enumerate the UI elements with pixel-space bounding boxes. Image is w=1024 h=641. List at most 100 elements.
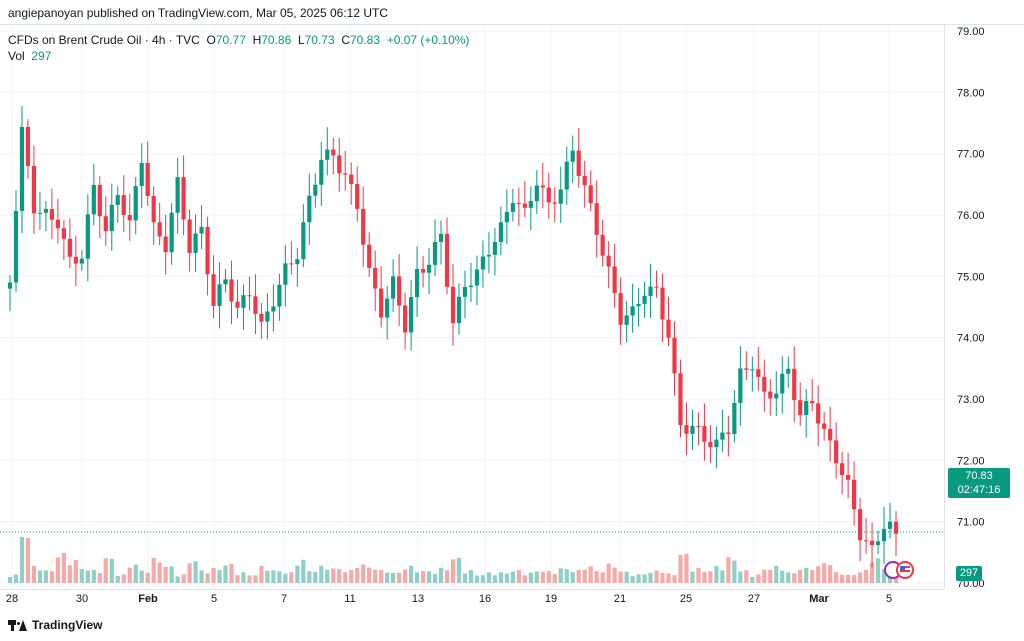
volume-bar bbox=[259, 565, 264, 583]
candle-body bbox=[277, 284, 282, 307]
volume-bar bbox=[307, 571, 312, 583]
volume-bar bbox=[792, 573, 797, 583]
candle-body bbox=[486, 254, 492, 257]
volume-bar bbox=[235, 575, 240, 583]
candle-body bbox=[756, 369, 761, 377]
candle-body bbox=[432, 241, 438, 265]
volume-bar bbox=[265, 570, 270, 583]
volume-bar bbox=[43, 570, 49, 583]
volume-bar bbox=[846, 574, 851, 583]
candle-body bbox=[738, 368, 743, 403]
candle-body bbox=[588, 185, 593, 204]
event-markers[interactable] bbox=[882, 561, 918, 581]
volume-bar bbox=[648, 572, 653, 583]
candle-body bbox=[55, 219, 60, 229]
volume-bar bbox=[510, 571, 515, 583]
volume-bar bbox=[426, 571, 432, 583]
candle-body bbox=[115, 195, 120, 205]
volume-bar bbox=[151, 557, 156, 583]
candle-body bbox=[594, 203, 599, 235]
time-tick-label: 30 bbox=[76, 593, 88, 605]
candle-body bbox=[408, 297, 414, 333]
candle-body bbox=[349, 174, 354, 185]
candle-body bbox=[420, 268, 426, 273]
candle-body bbox=[468, 285, 474, 287]
candle-body bbox=[379, 288, 384, 318]
candle-body bbox=[43, 208, 49, 213]
candle-body bbox=[774, 393, 779, 399]
volume-bar bbox=[672, 575, 677, 583]
volume-bar bbox=[414, 572, 420, 583]
candle-body bbox=[331, 149, 336, 156]
candle-body bbox=[67, 238, 72, 257]
price-tick-label: 72.00 bbox=[957, 455, 985, 467]
volume-bar bbox=[133, 564, 138, 583]
candle-body bbox=[696, 425, 701, 427]
symbol-name[interactable]: CFDs on Brent Crude Oil · 4h · TVC bbox=[8, 33, 200, 47]
volume-bar bbox=[840, 574, 845, 583]
volume-bar bbox=[750, 576, 755, 583]
volume-bar bbox=[660, 572, 665, 583]
time-tick-label: Mar bbox=[809, 593, 829, 605]
volume-bar bbox=[403, 569, 408, 583]
candle-body bbox=[702, 426, 707, 442]
volume-bar bbox=[247, 575, 252, 583]
volume-bar bbox=[229, 563, 234, 583]
time-tick-label: 13 bbox=[412, 593, 424, 605]
volume-bar bbox=[31, 565, 37, 583]
candle-body bbox=[851, 479, 857, 510]
volume-bar bbox=[408, 565, 414, 583]
brand-name: TradingView bbox=[32, 618, 103, 632]
price-tick-label: 73.00 bbox=[957, 394, 985, 406]
volume-bar bbox=[438, 567, 444, 583]
volume-bar bbox=[145, 572, 150, 583]
candle-body bbox=[438, 233, 444, 242]
price-tick-label: 77.00 bbox=[957, 149, 985, 161]
candle-body bbox=[654, 286, 659, 288]
volume-bar bbox=[552, 574, 557, 583]
volume-bar bbox=[444, 570, 450, 583]
candle-body bbox=[474, 269, 480, 286]
volume-bar bbox=[863, 570, 869, 583]
volume-bar bbox=[714, 566, 719, 583]
candle-body bbox=[528, 201, 533, 208]
candle-body bbox=[558, 189, 563, 204]
volume-bar bbox=[277, 571, 282, 583]
volume-bar bbox=[816, 566, 821, 583]
candle-body bbox=[313, 184, 318, 196]
volume-bar bbox=[25, 538, 31, 583]
candle-body bbox=[217, 284, 222, 306]
volume-bar bbox=[480, 575, 486, 583]
volume-bar bbox=[540, 571, 545, 583]
candle-body bbox=[241, 295, 246, 308]
volume-bar bbox=[893, 574, 899, 583]
volume-bar bbox=[875, 558, 881, 583]
candle-body bbox=[157, 222, 162, 237]
volume-bar bbox=[331, 568, 336, 583]
chart-pane[interactable] bbox=[0, 24, 944, 590]
time-tick-label: 7 bbox=[281, 593, 287, 605]
volume-bar bbox=[85, 570, 90, 583]
volume-bar bbox=[588, 566, 593, 583]
time-axis[interactable]: 28 30 Feb 5 7 11 13 16 19 21 25 27 Mar 5 bbox=[0, 589, 944, 609]
tradingview-logo-icon bbox=[8, 619, 27, 631]
volume-bar bbox=[367, 567, 372, 583]
volume-bar bbox=[708, 571, 713, 583]
us-flag-event-icon[interactable] bbox=[896, 561, 914, 579]
price-axis[interactable]: 79.00 78.00 77.00 76.00 75.00 74.00 73.00 72.00… bbox=[944, 24, 1024, 590]
time-axis-labels: 28 30 Feb 5 7 11 13 16 19 21 25 27 Mar 5 bbox=[6, 593, 892, 605]
candle-body bbox=[61, 228, 66, 239]
volume-bar bbox=[199, 570, 204, 583]
candle-body bbox=[391, 276, 396, 299]
footer-brand: TradingView bbox=[8, 618, 102, 632]
candle-body bbox=[289, 263, 294, 265]
candle-body bbox=[768, 391, 773, 399]
candle-body bbox=[642, 295, 647, 304]
candle-body bbox=[816, 403, 821, 424]
volume-bar bbox=[337, 569, 342, 583]
candle-body bbox=[133, 186, 138, 221]
candle-body bbox=[834, 440, 839, 464]
volume-bar bbox=[576, 570, 581, 583]
candle-body bbox=[325, 149, 330, 160]
price-tick-label: 79.00 bbox=[957, 26, 985, 38]
